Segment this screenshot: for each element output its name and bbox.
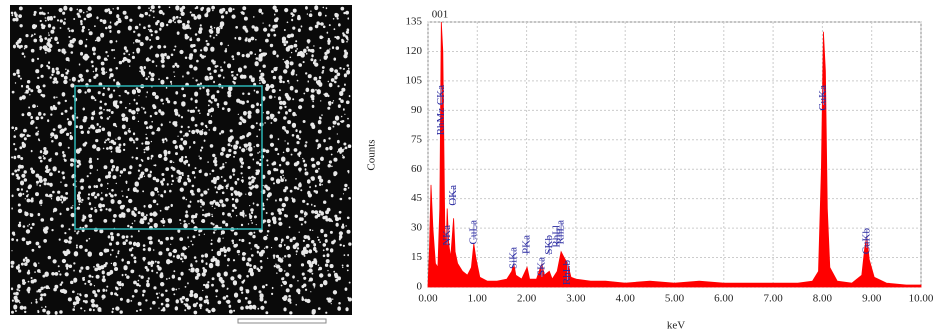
selection-box (74, 85, 263, 230)
x-tick-label: 8.00 (813, 293, 833, 305)
peak-label: CuKa (817, 85, 829, 111)
y-tick-label: 135 (406, 16, 423, 28)
x-tick-label: 1.00 (468, 293, 488, 305)
y-tick-label: 45 (411, 192, 423, 204)
peak-label: RhLa (555, 220, 567, 245)
y-tick-label: 15 (411, 251, 423, 263)
peak-label: SKa (535, 257, 547, 276)
x-tick-label: 5.00 (665, 293, 685, 305)
peak-label: RhLb (561, 260, 573, 286)
y-tick-label: 30 (411, 222, 423, 234)
y-tick-label: 120 (406, 45, 423, 57)
y-tick-label: 75 (411, 133, 423, 145)
x-tick-label: 3.00 (566, 293, 586, 305)
x-tick-label: 4.00 (616, 293, 636, 305)
peak-label: NKa (441, 225, 453, 246)
x-tick-label: 2.00 (517, 293, 537, 305)
peak-label: CuLa (467, 220, 479, 245)
peak-label: CuKb (860, 228, 872, 255)
sem-particles (10, 5, 352, 315)
peak-label: SKb (543, 235, 555, 255)
peak-label: SiKa (507, 247, 519, 269)
peak-label: OKa (447, 185, 459, 206)
y-tick-label: 90 (411, 104, 423, 116)
x-tick-label: 0.00 (418, 293, 438, 305)
peak-label: PKa (521, 235, 533, 254)
x-tick-label: 9.00 (862, 293, 882, 305)
x-tick-label: 7.00 (763, 293, 783, 305)
x-tick-label: 10.00 (909, 293, 934, 305)
y-axis-label: Counts (366, 139, 378, 170)
peak-label: RhLl (551, 225, 563, 248)
y-tick-label: 0 (417, 281, 423, 293)
scale-bar (237, 318, 327, 324)
y-tick-label: 60 (411, 163, 423, 175)
x-axis-label: keV (667, 320, 685, 332)
annotation-top: 001 (432, 9, 449, 21)
x-tick-label: 6.00 (714, 293, 734, 305)
y-tick-label: 105 (406, 74, 423, 86)
peak-label: RhMz CKa (435, 85, 447, 136)
spectrum (427, 21, 922, 288)
